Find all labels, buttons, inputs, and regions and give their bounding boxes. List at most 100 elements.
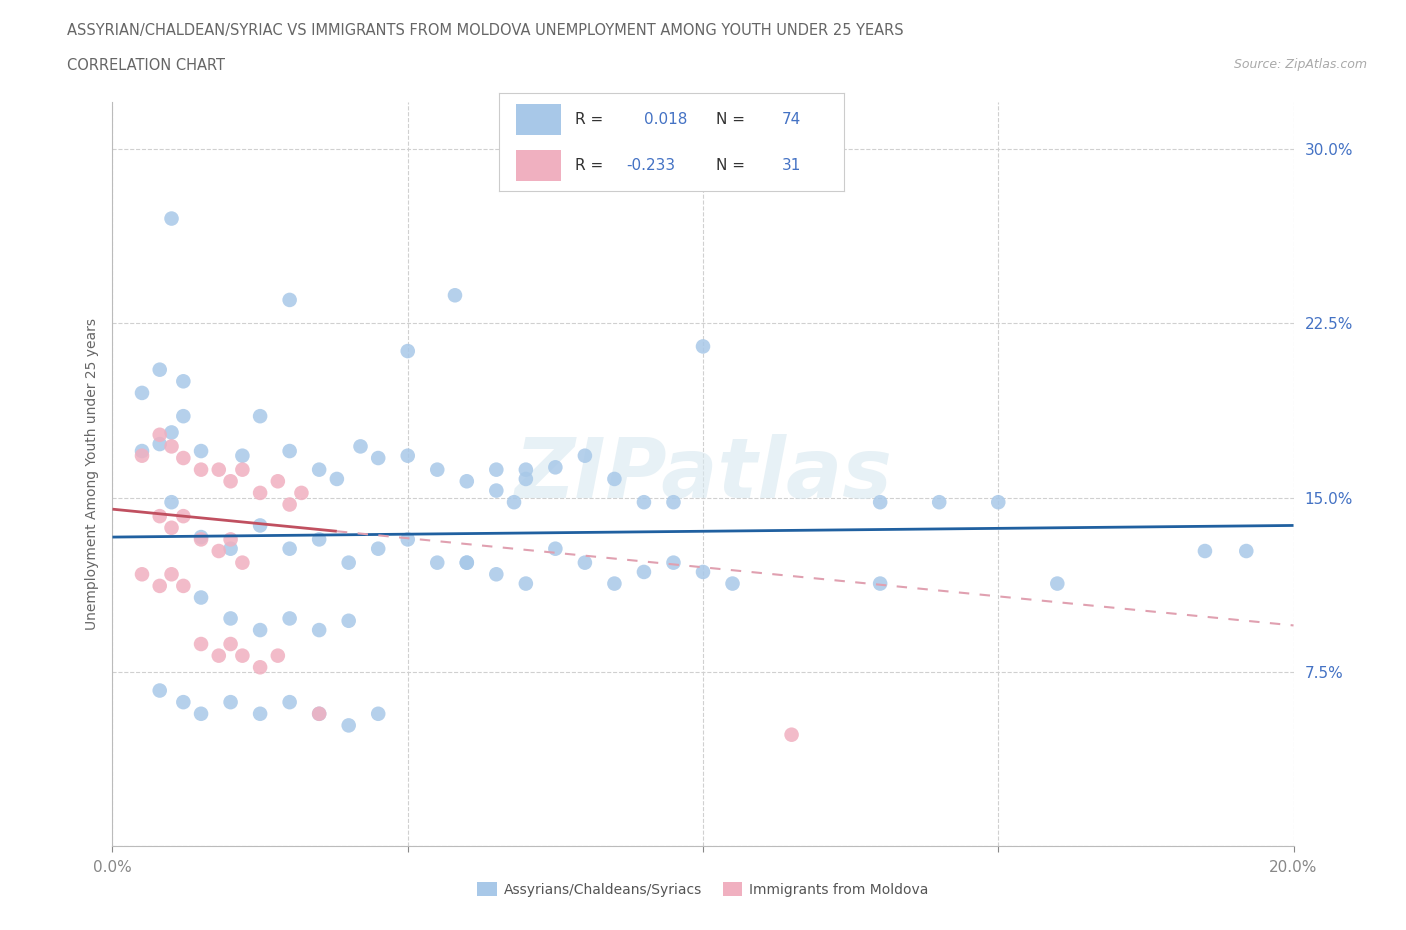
Point: [160, 495, 183, 510]
Point: [160, 566, 183, 582]
Point: [503, 495, 526, 510]
Point: [544, 460, 567, 474]
Point: [190, 462, 212, 477]
FancyBboxPatch shape: [516, 150, 561, 180]
Point: [219, 637, 242, 652]
Point: [426, 462, 449, 477]
Point: [1046, 576, 1069, 591]
Y-axis label: Unemployment Among Youth under 25 years: Unemployment Among Youth under 25 years: [84, 318, 98, 631]
Point: [131, 444, 153, 458]
Point: [367, 707, 389, 722]
Point: [662, 495, 685, 510]
Point: [515, 472, 537, 486]
Point: [172, 451, 194, 466]
Point: [149, 437, 172, 452]
Point: [485, 462, 508, 477]
Point: [208, 543, 231, 558]
Point: [131, 448, 153, 463]
Point: [160, 425, 183, 440]
Point: [190, 707, 212, 722]
Text: CORRELATION CHART: CORRELATION CHART: [67, 58, 225, 73]
Point: [337, 718, 360, 733]
Point: [662, 555, 685, 570]
Point: [396, 532, 419, 547]
Point: [485, 484, 508, 498]
Text: ZIPatlas: ZIPatlas: [515, 433, 891, 515]
Point: [308, 623, 330, 638]
Point: [290, 485, 312, 500]
Text: Source: ZipAtlas.com: Source: ZipAtlas.com: [1233, 58, 1367, 71]
Point: [278, 498, 301, 512]
Text: 74: 74: [782, 112, 801, 126]
Point: [231, 448, 253, 463]
Point: [249, 660, 271, 675]
Point: [444, 288, 467, 303]
Point: [515, 462, 537, 477]
Point: [780, 727, 803, 742]
Point: [219, 695, 242, 710]
Point: [131, 566, 153, 582]
Point: [249, 707, 271, 722]
Point: [231, 648, 253, 663]
Point: [485, 566, 508, 582]
Point: [267, 648, 290, 663]
Point: [131, 385, 153, 400]
Point: [190, 444, 212, 458]
Point: [149, 428, 172, 443]
Point: [267, 474, 290, 489]
Point: [574, 555, 596, 570]
Point: [219, 532, 242, 547]
Point: [1194, 543, 1216, 558]
Point: [692, 565, 714, 579]
Point: [249, 409, 271, 424]
Text: 31: 31: [782, 158, 801, 173]
Point: [172, 374, 194, 389]
Point: [149, 683, 172, 698]
Point: [349, 439, 371, 454]
Point: [515, 576, 537, 591]
Point: [278, 611, 301, 626]
Point: [160, 521, 183, 536]
Point: [208, 462, 231, 477]
Point: [190, 591, 212, 605]
Point: [278, 695, 301, 710]
Point: [326, 472, 349, 486]
Point: [172, 409, 194, 424]
Point: [208, 648, 231, 663]
Point: [172, 695, 194, 710]
Point: [249, 485, 271, 500]
Point: [633, 495, 655, 510]
Point: [231, 462, 253, 477]
Point: [190, 530, 212, 545]
Point: [456, 474, 478, 489]
Point: [172, 509, 194, 524]
Point: [149, 509, 172, 524]
Point: [603, 576, 626, 591]
Point: [278, 444, 301, 458]
Point: [456, 555, 478, 570]
Point: [633, 565, 655, 579]
Point: [396, 448, 419, 463]
Legend: Assyrians/Chaldeans/Syriacs, Immigrants from Moldova: Assyrians/Chaldeans/Syriacs, Immigrants …: [472, 877, 934, 903]
Point: [603, 472, 626, 486]
Point: [426, 555, 449, 570]
Point: [249, 623, 271, 638]
Text: R =: R =: [575, 158, 603, 173]
Point: [308, 707, 330, 722]
Point: [149, 578, 172, 593]
Point: [574, 448, 596, 463]
Point: [692, 339, 714, 353]
Text: N =: N =: [716, 158, 745, 173]
Point: [278, 292, 301, 307]
Text: 0.018: 0.018: [644, 112, 688, 126]
Point: [1234, 543, 1257, 558]
Text: ASSYRIAN/CHALDEAN/SYRIAC VS IMMIGRANTS FROM MOLDOVA UNEMPLOYMENT AMONG YOUTH UND: ASSYRIAN/CHALDEAN/SYRIAC VS IMMIGRANTS F…: [67, 23, 904, 38]
Point: [721, 576, 744, 591]
FancyBboxPatch shape: [516, 104, 561, 135]
Point: [249, 518, 271, 533]
Point: [367, 451, 389, 466]
Text: R =: R =: [575, 112, 603, 126]
Point: [278, 541, 301, 556]
Point: [308, 707, 330, 722]
Point: [149, 363, 172, 378]
